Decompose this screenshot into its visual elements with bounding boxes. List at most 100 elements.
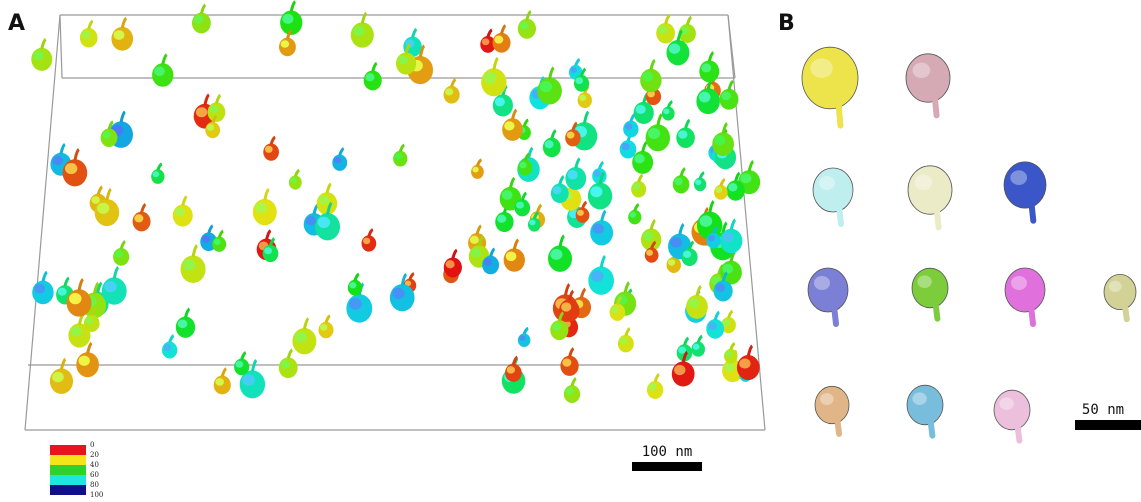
- particle-tail: [289, 0, 297, 12]
- particle: [907, 165, 953, 231]
- particle-highlight: [154, 66, 165, 77]
- particle: [563, 377, 581, 404]
- particle: [278, 348, 298, 379]
- particle-highlight: [519, 335, 526, 341]
- particle-highlight: [740, 173, 752, 184]
- particle-tail: [184, 307, 191, 318]
- particle-highlight: [213, 238, 221, 245]
- particle: [76, 341, 99, 378]
- particle-tail: [729, 342, 736, 351]
- particle-tail: [931, 92, 940, 119]
- colorbar-label: 60: [90, 471, 99, 479]
- particle-highlight: [917, 275, 932, 289]
- particle-highlight: [550, 249, 563, 260]
- particle-highlight: [692, 343, 700, 350]
- particle-highlight: [678, 346, 687, 354]
- particle: [590, 209, 614, 246]
- particle: [550, 175, 569, 204]
- particle-tail: [92, 281, 100, 295]
- particle-tail: [678, 223, 685, 236]
- particle-tail: [326, 201, 333, 215]
- particle-tail: [214, 93, 222, 104]
- particle-body: [1003, 161, 1047, 209]
- particle-highlight: [611, 306, 619, 314]
- particle-highlight: [215, 378, 224, 386]
- particle-tail: [633, 203, 640, 212]
- particle-highlight: [52, 371, 64, 383]
- particle-tail: [708, 200, 715, 214]
- particle-highlight: [113, 30, 125, 40]
- particle: [518, 152, 533, 176]
- particle-body: [911, 267, 949, 309]
- particle-tail: [600, 209, 607, 222]
- particle: [706, 310, 725, 339]
- particle-highlight: [593, 170, 601, 177]
- particle-tail: [574, 157, 581, 169]
- particle: [111, 16, 134, 51]
- particle: [721, 309, 736, 334]
- particle-highlight: [999, 397, 1014, 411]
- particle: [575, 200, 590, 223]
- particle-tail: [734, 171, 741, 182]
- particle-highlight: [721, 91, 731, 101]
- particle-highlight: [102, 131, 111, 139]
- particle-tail: [558, 175, 565, 185]
- particle-highlight: [632, 183, 641, 191]
- particle-highlight: [695, 179, 702, 186]
- particle: [49, 357, 74, 394]
- particle-tail: [486, 28, 493, 38]
- particle: [656, 13, 676, 44]
- scale-bar-label: 50 nm: [1082, 402, 1124, 418]
- particle-highlight: [739, 358, 751, 369]
- particle-tail: [685, 15, 693, 26]
- particle-highlight: [667, 259, 676, 266]
- particle-highlight: [519, 21, 529, 30]
- particle-highlight: [544, 140, 554, 149]
- particle-highlight: [445, 260, 455, 269]
- particle-highlight: [552, 186, 562, 195]
- particle-tail: [250, 358, 258, 372]
- particle: [666, 29, 690, 66]
- particle-highlight: [529, 219, 536, 226]
- scale-bar: [632, 462, 702, 471]
- particle: [499, 176, 522, 211]
- particle-tail: [492, 56, 499, 70]
- particle: [911, 267, 949, 322]
- particle: [100, 120, 118, 148]
- particle-tail: [695, 284, 702, 297]
- particle-tail: [550, 129, 557, 139]
- particle-tail: [637, 173, 644, 183]
- particle-highlight: [85, 317, 94, 325]
- particle-tail: [512, 238, 520, 250]
- particle-highlight: [820, 393, 834, 405]
- particle-highlight: [642, 71, 654, 82]
- particle: [66, 278, 92, 317]
- particle-highlight: [699, 215, 713, 227]
- particle-body: [993, 389, 1031, 431]
- particle: [646, 373, 664, 399]
- particle: [672, 167, 690, 194]
- colorbar-band: [50, 445, 86, 455]
- particle: [62, 148, 88, 187]
- particle-highlight: [348, 298, 362, 310]
- particle: [713, 271, 733, 302]
- particle-tail: [581, 200, 588, 209]
- particle-highlight: [57, 287, 67, 296]
- particle-tail: [59, 142, 66, 155]
- particle-highlight: [567, 170, 578, 180]
- particle-tail: [567, 289, 575, 301]
- particle-body: [812, 167, 854, 213]
- particle-highlight: [209, 105, 219, 114]
- particle-highlight: [469, 235, 479, 244]
- particle: [537, 66, 562, 105]
- particle-highlight: [1010, 170, 1028, 185]
- particle-tail: [400, 272, 408, 286]
- particle-highlight: [819, 176, 835, 190]
- particle-tail: [548, 66, 555, 80]
- particle-tail: [747, 160, 755, 172]
- particle-tail: [286, 348, 294, 359]
- particle-tail: [324, 314, 331, 324]
- particle-highlight: [362, 237, 371, 245]
- particle: [213, 367, 231, 395]
- particle-highlight: [552, 322, 562, 331]
